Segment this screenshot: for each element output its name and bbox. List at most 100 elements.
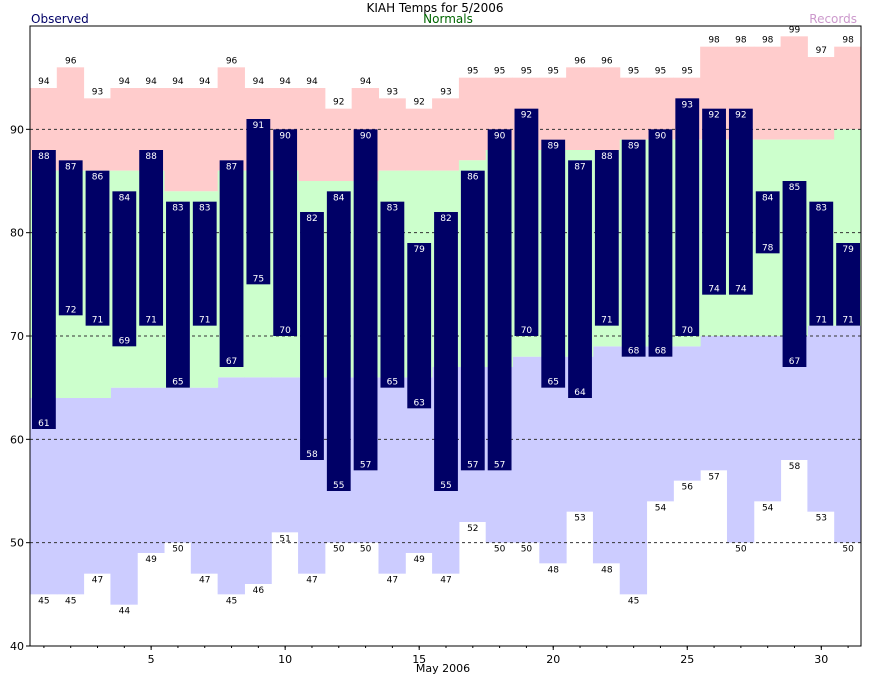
record-high-label-day-13: 94 bbox=[360, 77, 372, 87]
record-low-band-day-24 bbox=[646, 346, 674, 502]
record-low-band-day-25 bbox=[673, 346, 701, 481]
record-low-label-day-20: 48 bbox=[547, 565, 559, 575]
observed-high-label-day-26: 92 bbox=[708, 111, 719, 121]
observed-high-label-day-18: 90 bbox=[494, 131, 506, 141]
record-high-label-day-2: 96 bbox=[65, 56, 77, 66]
record-low-label-day-17: 52 bbox=[467, 524, 478, 534]
y-tick-label-60: 60 bbox=[10, 433, 24, 446]
observed-high-label-day-11: 82 bbox=[306, 214, 317, 224]
observed-low-label-day-9: 75 bbox=[253, 274, 264, 284]
record-high-band-day-22 bbox=[592, 67, 621, 150]
observed-bar-day-5 bbox=[139, 150, 164, 326]
observed-bar-day-19 bbox=[514, 108, 539, 337]
observed-low-label-day-12: 55 bbox=[333, 481, 344, 491]
record-low-band-day-28 bbox=[753, 336, 782, 502]
observed-low-label-day-14: 65 bbox=[387, 378, 398, 388]
record-low-label-day-12: 50 bbox=[333, 545, 345, 555]
chart-title: KIAH Temps for 5/2006 bbox=[366, 1, 503, 15]
record-low-label-day-9: 46 bbox=[253, 586, 265, 596]
record-low-label-day-3: 47 bbox=[92, 576, 103, 586]
observed-high-label-day-7: 83 bbox=[199, 204, 210, 214]
record-low-label-day-11: 47 bbox=[306, 576, 317, 586]
observed-low-label-day-3: 71 bbox=[92, 316, 103, 326]
legend-records: Records bbox=[809, 12, 857, 26]
observed-high-label-day-16: 82 bbox=[440, 214, 451, 224]
legend-normals: Normals bbox=[423, 12, 473, 26]
x-tick-label-5: 5 bbox=[148, 653, 155, 666]
record-high-label-day-17: 95 bbox=[467, 67, 478, 77]
observed-bar-day-24 bbox=[648, 129, 673, 357]
observed-high-label-day-28: 84 bbox=[762, 193, 774, 203]
record-high-band-day-30 bbox=[807, 57, 835, 140]
observed-low-label-day-2: 72 bbox=[65, 305, 76, 315]
record-high-label-day-8: 96 bbox=[226, 56, 238, 66]
record-low-band-day-3 bbox=[83, 398, 111, 574]
record-high-band-day-3 bbox=[83, 98, 111, 171]
observed-bar-day-16 bbox=[434, 212, 458, 491]
record-high-label-day-20: 95 bbox=[547, 67, 558, 77]
record-low-label-day-27: 50 bbox=[735, 545, 747, 555]
x-axis-label: May 2006 bbox=[416, 662, 470, 675]
record-high-label-day-6: 94 bbox=[172, 77, 184, 87]
observed-low-label-day-15: 63 bbox=[413, 398, 424, 408]
record-low-label-day-6: 50 bbox=[172, 545, 184, 555]
observed-bar-day-1 bbox=[32, 150, 56, 429]
record-high-label-day-4: 94 bbox=[119, 77, 131, 87]
record-high-label-day-23: 95 bbox=[628, 67, 639, 77]
observed-low-label-day-27: 74 bbox=[735, 285, 747, 295]
observed-low-label-day-11: 58 bbox=[306, 450, 318, 460]
record-low-label-day-15: 49 bbox=[413, 555, 425, 565]
y-tick-label-80: 80 bbox=[10, 227, 24, 240]
y-tick-label-50: 50 bbox=[10, 537, 24, 550]
record-high-label-day-10: 94 bbox=[279, 77, 291, 87]
observed-high-label-day-27: 92 bbox=[735, 111, 746, 121]
observed-bar-day-17 bbox=[460, 170, 485, 471]
record-high-label-day-19: 95 bbox=[521, 67, 532, 77]
observed-low-label-day-28: 78 bbox=[762, 243, 774, 253]
record-low-label-day-26: 57 bbox=[708, 472, 719, 482]
record-high-label-day-7: 94 bbox=[199, 77, 211, 87]
record-high-label-day-5: 94 bbox=[145, 77, 157, 87]
record-high-label-day-26: 98 bbox=[708, 36, 720, 46]
axis-ticks: 40 50 60 70 80 90 5 10 15 20 25 30 bbox=[10, 123, 849, 666]
y-tick-label-40: 40 bbox=[10, 640, 24, 653]
observed-bar-day-11 bbox=[300, 212, 324, 460]
record-high-label-day-18: 95 bbox=[494, 67, 505, 77]
observed-high-label-day-1: 88 bbox=[38, 152, 50, 162]
record-high-band-day-20 bbox=[539, 77, 567, 150]
y-tick-label-90: 90 bbox=[10, 123, 24, 136]
observed-high-label-day-3: 86 bbox=[92, 173, 104, 183]
y-tick-label-70: 70 bbox=[10, 330, 24, 343]
observed-high-label-day-17: 86 bbox=[467, 173, 479, 183]
record-low-label-day-1: 45 bbox=[38, 596, 49, 606]
x-tick-label-10: 10 bbox=[278, 653, 292, 666]
observed-high-label-day-10: 90 bbox=[279, 131, 291, 141]
observed-low-label-day-22: 71 bbox=[601, 316, 612, 326]
record-high-label-day-31: 98 bbox=[842, 36, 854, 46]
observed-high-label-day-13: 90 bbox=[360, 131, 372, 141]
x-tick-label-25: 25 bbox=[680, 653, 694, 666]
observed-low-label-day-25: 70 bbox=[682, 326, 694, 336]
record-low-label-day-25: 56 bbox=[682, 483, 694, 493]
observed-bar-day-26 bbox=[702, 108, 726, 295]
legend-observed: Observed bbox=[31, 12, 89, 26]
x-tick-label-15: 15 bbox=[412, 653, 426, 666]
observed-bar-day-27 bbox=[728, 108, 753, 295]
record-low-label-day-19: 50 bbox=[521, 545, 533, 555]
observed-bar-day-9 bbox=[246, 119, 271, 285]
observed-bar-day-25 bbox=[675, 98, 700, 336]
observed-low-label-day-10: 70 bbox=[279, 326, 291, 336]
record-high-label-day-24: 95 bbox=[655, 67, 666, 77]
record-low-label-day-23: 45 bbox=[628, 596, 639, 606]
observed-low-label-day-16: 55 bbox=[440, 481, 451, 491]
observed-high-label-day-15: 79 bbox=[413, 245, 425, 255]
observed-bar-day-2 bbox=[58, 160, 83, 316]
observed-low-label-day-21: 64 bbox=[574, 388, 586, 398]
observed-low-label-day-19: 70 bbox=[521, 326, 533, 336]
record-low-label-day-28: 54 bbox=[762, 503, 774, 513]
record-low-label-day-5: 49 bbox=[145, 555, 157, 565]
record-high-label-day-22: 96 bbox=[601, 56, 613, 66]
record-high-band-day-8 bbox=[217, 67, 245, 171]
record-high-band-day-29 bbox=[780, 36, 808, 140]
observed-low-label-day-1: 61 bbox=[38, 419, 49, 429]
